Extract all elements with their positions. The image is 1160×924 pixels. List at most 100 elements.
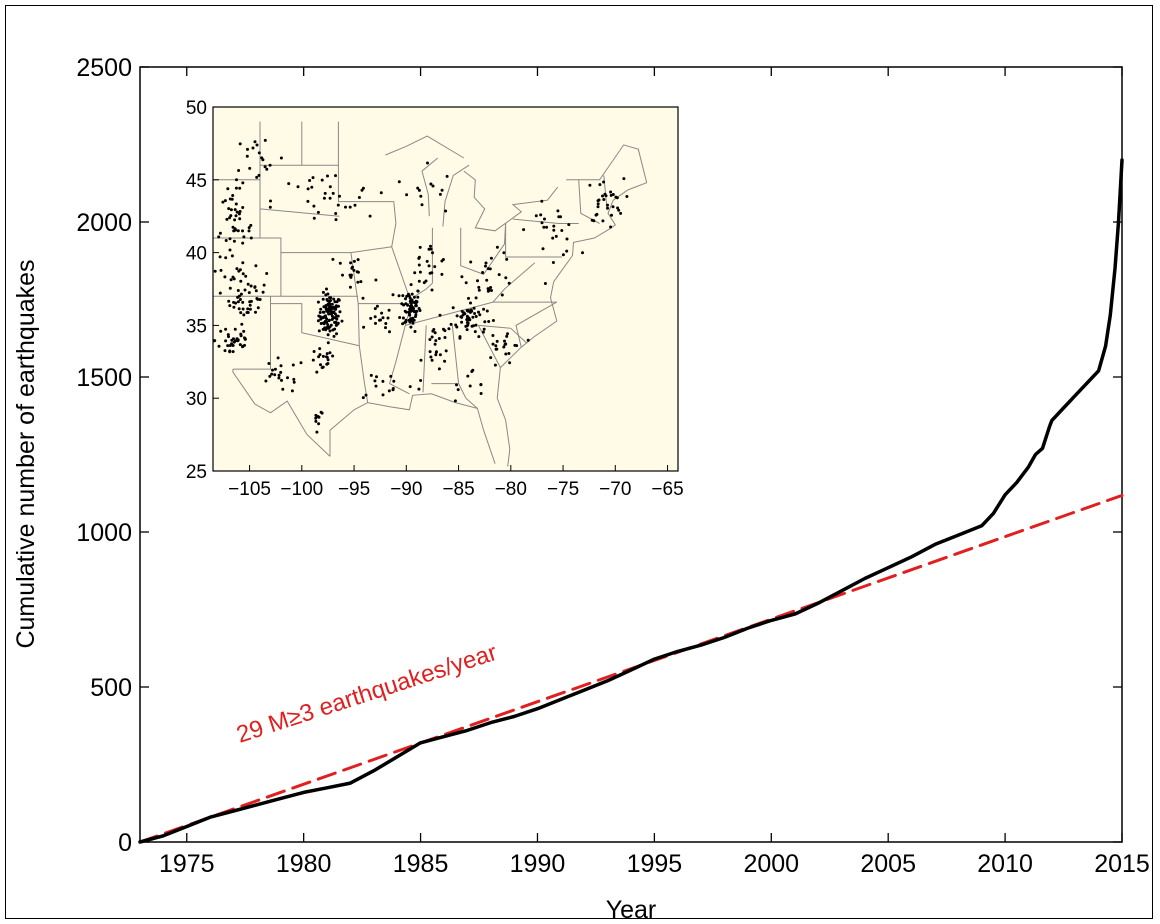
epicenter-point xyxy=(243,336,246,340)
epicenter-point xyxy=(368,214,372,218)
epicenter-point xyxy=(486,267,490,271)
epicenter-point xyxy=(233,327,237,331)
epicenter-point xyxy=(328,351,332,355)
epicenter-point xyxy=(323,191,327,195)
epicenter-point xyxy=(411,307,415,311)
epicenter-point xyxy=(237,307,241,311)
epicenter-point xyxy=(435,350,438,354)
epicenter-point xyxy=(257,173,261,177)
epicenter-point xyxy=(340,319,344,323)
epicenter-point xyxy=(338,194,341,198)
epicenter-point xyxy=(408,304,412,308)
epicenter-point xyxy=(296,185,300,189)
epicenter-point xyxy=(615,196,619,200)
inset-x-tick-label: −85 xyxy=(442,479,474,500)
epicenter-point xyxy=(362,325,366,329)
y-tick-label: 500 xyxy=(90,674,132,702)
y-tick-label: 0 xyxy=(118,829,132,857)
epicenter-point xyxy=(419,358,423,362)
epicenter-point xyxy=(554,234,558,238)
boundary-line xyxy=(478,324,527,344)
epicenter-point xyxy=(226,187,230,191)
epicenter-point xyxy=(409,309,413,313)
epicenter-point xyxy=(495,339,499,343)
epicenter-point xyxy=(254,264,258,268)
epicenter-point xyxy=(228,304,232,308)
epicenter-point xyxy=(438,313,442,317)
epicenter-point xyxy=(416,186,420,190)
epicenter-point xyxy=(329,299,332,302)
epicenter-point xyxy=(280,378,283,382)
inset-y-tick-label: 35 xyxy=(186,316,207,337)
epicenter-point xyxy=(310,185,314,189)
epicenter-point xyxy=(335,317,339,321)
epicenter-point xyxy=(409,317,413,321)
epicenter-point xyxy=(406,303,410,307)
epicenter-point xyxy=(469,301,472,305)
epicenter-point xyxy=(224,327,228,331)
epicenter-point xyxy=(497,273,501,277)
boundary-line xyxy=(512,218,579,224)
epicenter-point xyxy=(323,326,327,330)
epicenter-point xyxy=(473,330,477,334)
epicenter-point xyxy=(375,375,378,379)
epicenter-point xyxy=(225,217,229,221)
epicenter-point xyxy=(325,320,329,324)
epicenter-point xyxy=(412,295,416,299)
epicenter-point xyxy=(466,374,470,378)
y-tick-label: 2500 xyxy=(76,54,132,82)
epicenter-point xyxy=(248,300,252,304)
epicenter-point xyxy=(231,344,235,347)
epicenter-point xyxy=(378,318,381,322)
epicenter-point xyxy=(561,253,565,257)
epicenter-point xyxy=(218,231,222,235)
epicenter-point xyxy=(622,177,626,181)
epicenter-point xyxy=(444,209,448,213)
main-x-ticks: 1975 1980 1985 1990 1995 2000 2005 2010 2015 xyxy=(159,67,1150,878)
epicenter-point xyxy=(433,342,437,346)
epicenter-point xyxy=(557,215,561,219)
epicenter-point xyxy=(247,226,251,230)
epicenter-point xyxy=(606,206,609,210)
epicenter-point xyxy=(504,342,508,346)
epicenter-point xyxy=(257,151,261,155)
epicenter-point xyxy=(256,306,260,310)
epicenter-point xyxy=(374,278,378,282)
epicenter-point xyxy=(384,322,388,325)
epicenter-point xyxy=(226,333,230,337)
epicenter-point xyxy=(429,182,433,186)
epicenter-point xyxy=(552,224,556,228)
epicenter-point xyxy=(273,367,277,371)
epicenter-point xyxy=(234,186,238,190)
x-tick-label: 1980 xyxy=(276,850,332,878)
epicenter-point xyxy=(319,317,323,321)
epicenter-point xyxy=(430,271,434,275)
epicenter-point xyxy=(344,205,347,209)
inset-y-tick-label: 25 xyxy=(186,462,207,483)
epicenter-point xyxy=(351,265,354,269)
epicenter-point xyxy=(515,344,519,348)
epicenter-point xyxy=(361,296,365,300)
epicenter-point xyxy=(224,239,228,242)
epicenter-point xyxy=(373,315,377,319)
epicenter-point xyxy=(232,239,236,243)
epicenter-point xyxy=(326,174,329,178)
epicenter-point xyxy=(397,180,401,184)
epicenter-point xyxy=(416,295,420,299)
inset-y-tick-label: 30 xyxy=(186,389,207,410)
epicenter-point xyxy=(348,205,352,209)
epicenter-point xyxy=(391,388,395,392)
epicenter-point xyxy=(508,361,512,365)
inset-y-ticks: 25 30 35 40 45 50 xyxy=(186,98,219,483)
boundary-line xyxy=(259,208,340,217)
epicenter-point xyxy=(221,200,225,204)
x-tick-label: 1985 xyxy=(393,850,449,878)
epicenter-point xyxy=(507,281,511,285)
epicenter-point xyxy=(541,247,545,251)
epicenter-point xyxy=(242,329,246,333)
epicenter-point xyxy=(240,322,244,326)
epicenter-point xyxy=(239,279,243,283)
epicenter-point xyxy=(229,278,233,282)
figure-frame xyxy=(5,5,1153,919)
epicenter-point xyxy=(325,317,329,321)
